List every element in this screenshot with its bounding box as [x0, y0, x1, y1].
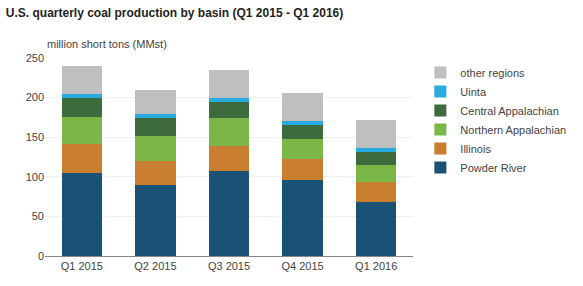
- svg-text:Q1 2016: Q1 2016: [355, 260, 397, 272]
- svg-text:250: 250: [26, 52, 44, 64]
- svg-text:Uinta: Uinta: [460, 86, 487, 98]
- svg-text:Northern Appalachian: Northern Appalachian: [460, 124, 566, 136]
- svg-text:Q2 2015: Q2 2015: [134, 260, 176, 272]
- svg-text:0: 0: [38, 250, 44, 262]
- svg-text:200: 200: [26, 91, 44, 103]
- svg-text:Q3 2015: Q3 2015: [208, 260, 250, 272]
- svg-text:Powder River: Powder River: [460, 162, 526, 174]
- svg-text:100: 100: [26, 171, 44, 183]
- svg-text:U.S. quarterly coal production: U.S. quarterly coal production by basin …: [6, 6, 343, 20]
- svg-text:150: 150: [26, 131, 44, 143]
- svg-text:Q1 2015: Q1 2015: [61, 260, 103, 272]
- svg-text:million short tons (MMst): million short tons (MMst): [47, 38, 167, 50]
- svg-text:50: 50: [32, 210, 44, 222]
- svg-text:Q4 2015: Q4 2015: [281, 260, 323, 272]
- svg-text:other regions: other regions: [460, 67, 525, 79]
- svg-text:Central Appalachian: Central Appalachian: [460, 105, 558, 117]
- svg-text:Illinois: Illinois: [460, 143, 491, 155]
